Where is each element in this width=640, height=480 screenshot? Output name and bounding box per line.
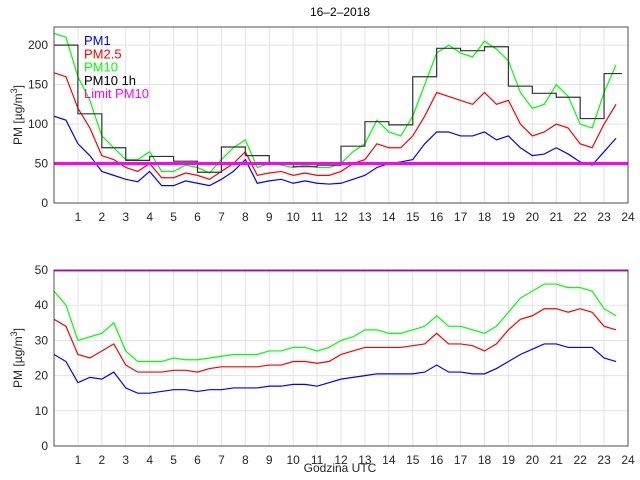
y-tick-label: 20 [35,369,49,383]
x-tick-label: 17 [454,210,468,224]
legend-entry: PM2.5 [84,46,122,61]
series-group [54,270,628,394]
x-tick-label: 18 [478,453,492,467]
x-tick-label: 23 [597,453,611,467]
x-tick-label: 1 [75,453,82,467]
x-tick-label: 10 [286,210,300,224]
x-tick-label: 6 [194,453,201,467]
y-tick-label: 200 [28,38,48,52]
x-tick-label: 12 [334,210,348,224]
x-tick-label: 11 [311,210,324,224]
x-tick-label: 16 [430,210,444,224]
legend-entry: Limit PM10 [84,86,149,101]
series-line-pm10-1h [54,44,623,173]
y-axis-label: PM [µg/m3] [9,85,25,145]
y-tick-label: 0 [41,196,48,210]
x-tick-label: 6 [194,210,201,224]
series-line-pm10 [54,283,617,363]
x-tick-label: 5 [170,453,177,467]
x-tick-label: 2 [98,453,105,467]
x-tick-label: 7 [218,210,225,224]
x-tick-label: 4 [146,210,153,224]
x-tick-label: 16 [430,453,444,467]
x-tick-label: 10 [286,453,300,467]
y-tick-label: 150 [28,78,48,92]
x-tick-label: 19 [502,453,516,467]
bottom-axes: 1 2 3 4 5 6 7 8 9 10 11 12 13 14 15 16 17 18 19 20 21 22 23 240… [9,263,635,467]
x-tick-label: 24 [621,210,635,224]
x-tick-label: 8 [242,453,249,467]
x-tick-label: 11 [311,453,324,467]
x-tick-label: 4 [146,453,153,467]
x-tick-label: 2 [98,210,105,224]
x-tick-label: 5 [170,210,177,224]
axes-box [53,26,629,204]
y-tick-label: 0 [41,439,48,453]
x-tick-label: 19 [502,210,516,224]
x-tick-label: 18 [478,210,492,224]
x-tick-label: 8 [242,210,249,224]
x-tick-label: 9 [266,453,273,467]
y-tick-label: 50 [35,157,49,171]
y-tick-label: 10 [35,404,49,418]
y-tick-label: 40 [35,298,49,312]
x-tick-label: 1 [75,210,82,224]
legend-entry: PM1 [84,33,111,48]
x-tick-label: 3 [122,453,129,467]
x-tick-label: 7 [218,453,225,467]
y-tick-label: 100 [28,117,48,131]
x-axis-label: Godzina UTC [304,461,377,475]
x-tick-label: 23 [597,210,611,224]
series-line-pm1 [54,115,617,187]
x-tick-label: 22 [573,453,587,467]
x-tick-label: 22 [573,210,587,224]
chart-title: 16–2–2018 [310,5,370,19]
x-tick-label: 24 [621,453,635,467]
x-tick-label: 14 [382,210,396,224]
x-tick-label: 9 [266,210,273,224]
x-tick-label: 3 [122,210,129,224]
x-tick-label: 12 [334,453,348,467]
x-tick-label: 13 [358,210,372,224]
y-tick-label: 50 [35,263,49,277]
x-tick-label: 20 [526,210,540,224]
x-tick-label: 15 [406,453,420,467]
x-tick-label: 20 [526,453,540,467]
x-tick-label: 17 [454,453,468,467]
legend-entry: PM10 [84,60,118,75]
x-tick-label: 13 [358,453,372,467]
y-tick-label: 30 [35,333,49,347]
series-group [54,32,628,187]
x-tick-label: 21 [550,453,564,467]
series-line-pm1 [54,343,617,394]
x-tick-label: 21 [550,210,564,224]
legend-entry: PM10 1h [84,73,136,88]
x-tick-label: 15 [406,210,420,224]
axes-box [53,269,629,447]
y-axis-label: PM [µg/m3] [9,328,25,388]
series-line-pm25 [54,308,617,373]
top-axes: 1 2 3 4 5 6 7 8 9 10 11 12 13 14 15 16 17 18 19 20 21 22 23 240… [9,26,635,224]
x-tick-label: 14 [382,453,396,467]
